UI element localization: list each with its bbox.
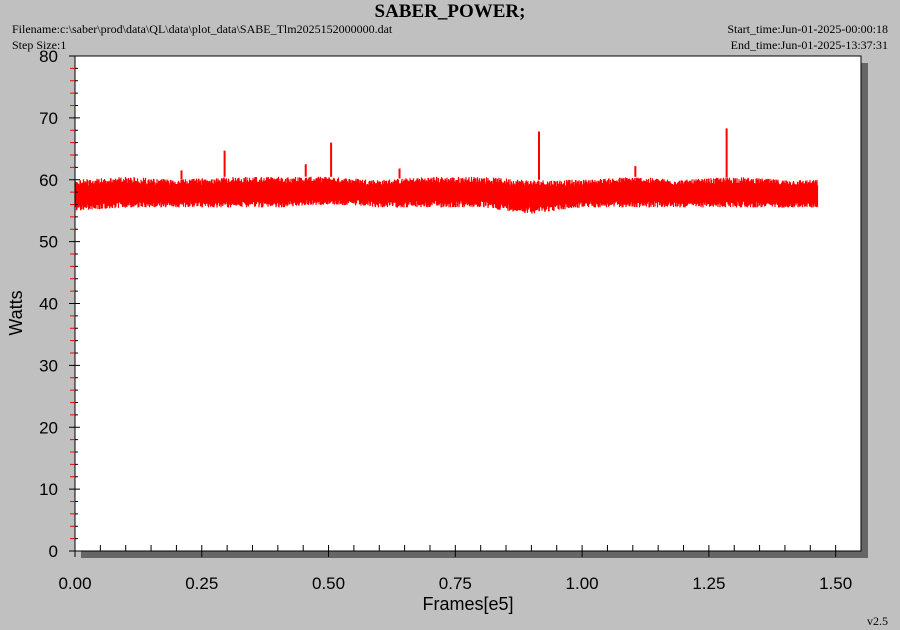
y-tick-label: 30 bbox=[39, 356, 58, 375]
y-tick-label: 70 bbox=[39, 109, 58, 128]
plot-area bbox=[74, 55, 862, 552]
x-axis-label: Frames[e5] bbox=[422, 594, 513, 614]
x-tick-label: 1.25 bbox=[692, 574, 725, 593]
chart-title: SABER_POWER; bbox=[374, 1, 526, 22]
y-tick-label: 50 bbox=[39, 233, 58, 252]
end-time-label: End_time:Jun-01-2025-13:37:31 bbox=[730, 38, 888, 52]
x-tick-label: 0.50 bbox=[312, 574, 345, 593]
x-tick-label: 1.00 bbox=[566, 574, 599, 593]
x-tick-label: 0.00 bbox=[58, 574, 91, 593]
step-size-label: Step Size:1 bbox=[12, 38, 67, 52]
y-tick-label: 40 bbox=[39, 295, 58, 314]
start-time-label: Start_time:Jun-01-2025-00:00:18 bbox=[727, 22, 888, 36]
x-tick-label: 0.25 bbox=[185, 574, 218, 593]
x-tick-label: 1.50 bbox=[819, 574, 852, 593]
axis-layer: 0 10 20 30 40 50 60 70 80 0.00 0.25 0.50 0.75 1.00 1.2… bbox=[39, 47, 852, 593]
version-label: v2.5 bbox=[867, 614, 888, 628]
y-axis-label: Watts bbox=[6, 290, 26, 335]
x-tick-label: 0.75 bbox=[439, 574, 472, 593]
filename-label: Filename:c:\saber\prod\data\QL\data\plot… bbox=[12, 22, 393, 36]
y-tick-label: 60 bbox=[39, 171, 58, 190]
y-tick-label: 10 bbox=[39, 480, 58, 499]
series-layer bbox=[74, 128, 819, 214]
y-tick-label: 80 bbox=[39, 47, 58, 66]
y-tick-label: 20 bbox=[39, 418, 58, 437]
y-tick-label: 0 bbox=[49, 542, 58, 561]
